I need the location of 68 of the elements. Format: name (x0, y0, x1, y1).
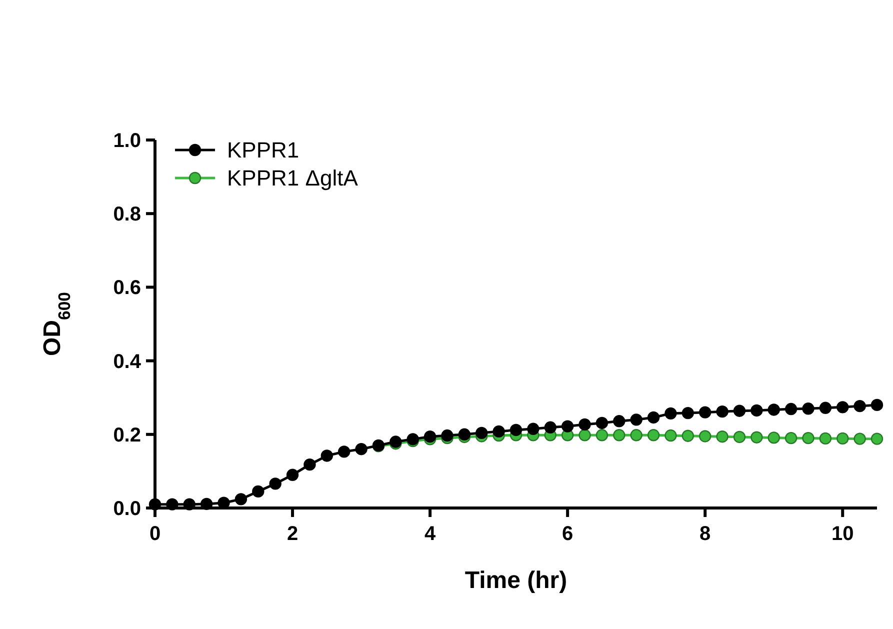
point (252, 485, 264, 498)
point (733, 404, 746, 417)
point (647, 429, 660, 442)
point (870, 398, 884, 412)
x-tick-label: 6 (562, 523, 574, 545)
x-tick-label: 10 (831, 523, 854, 545)
point (768, 432, 780, 444)
point (836, 432, 849, 445)
point (304, 458, 316, 471)
point (664, 407, 677, 420)
x-axis-title: Time (hr) (464, 567, 568, 594)
point (630, 414, 642, 426)
point (355, 443, 368, 456)
point (630, 429, 642, 442)
point (854, 432, 866, 445)
point (682, 406, 694, 420)
point (424, 430, 436, 443)
point (647, 411, 660, 424)
point (716, 430, 728, 443)
point (819, 402, 832, 414)
point (698, 430, 712, 442)
point (802, 432, 814, 444)
point (733, 430, 746, 444)
point (819, 432, 832, 445)
y-tick-label: 0.4 (113, 350, 142, 373)
point (854, 400, 866, 412)
point (870, 432, 884, 445)
point (269, 478, 282, 490)
y-tick-label: 0.8 (113, 204, 141, 226)
y-tick-label: 0.6 (113, 277, 141, 300)
point (561, 420, 574, 432)
point (750, 431, 763, 444)
point (320, 450, 334, 462)
point (596, 429, 608, 442)
point (802, 402, 814, 415)
point (286, 468, 299, 481)
x-tick-label: 4 (424, 523, 436, 545)
point (768, 404, 780, 416)
point (458, 428, 471, 440)
point (596, 416, 608, 430)
point (836, 401, 849, 414)
point (578, 429, 591, 442)
point (698, 406, 712, 418)
point (613, 415, 626, 428)
point (338, 446, 350, 458)
x-tick-label: 0 (149, 523, 161, 545)
point (682, 430, 694, 442)
point (476, 426, 488, 440)
y-tick-label: 0.0 (113, 498, 141, 520)
point (544, 421, 556, 434)
y-tick-label: 1.0 (113, 130, 141, 152)
point (510, 424, 522, 436)
x-tick-label: 2 (286, 523, 298, 545)
point (750, 404, 763, 417)
legend-label: KPPR1 (227, 138, 300, 163)
point (784, 432, 798, 444)
point (664, 429, 677, 442)
point (613, 429, 626, 442)
point (441, 429, 454, 442)
point (578, 418, 591, 431)
point (716, 405, 728, 418)
point (492, 425, 505, 438)
point (527, 422, 540, 435)
point (234, 493, 248, 506)
point (784, 402, 798, 416)
x-tick-label: 8 (700, 523, 711, 545)
legend-label: KPPR1 ΔgltA (227, 166, 358, 191)
y-tick-label: 0.2 (113, 424, 141, 446)
